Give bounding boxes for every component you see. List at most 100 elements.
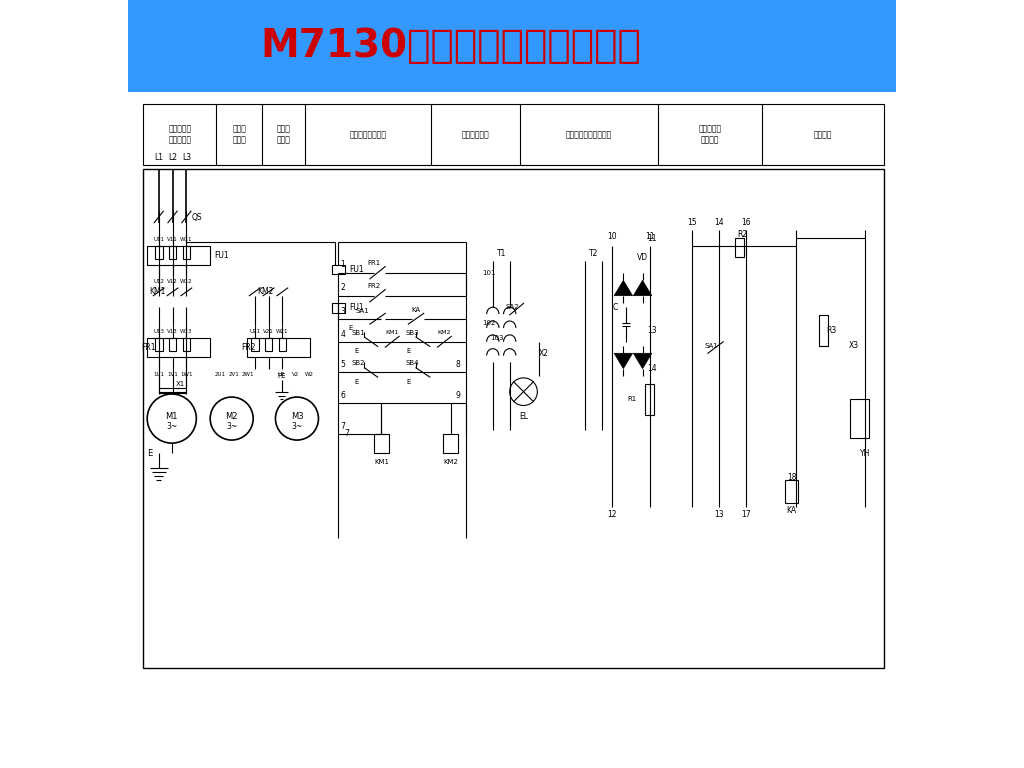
Text: 13: 13 bbox=[715, 510, 724, 519]
Text: M7130平面磨床电气控制原理: M7130平面磨床电气控制原理 bbox=[260, 27, 641, 65]
Bar bbox=[147, 246, 210, 265]
Polygon shape bbox=[633, 280, 652, 296]
Text: 整流变压器和整流电路: 整流变压器和整流电路 bbox=[565, 130, 612, 139]
Text: 3~: 3~ bbox=[292, 422, 302, 431]
Bar bbox=[143, 104, 885, 165]
Text: SB1: SB1 bbox=[351, 329, 366, 336]
Text: U11: U11 bbox=[154, 237, 164, 242]
Text: 7: 7 bbox=[341, 422, 345, 431]
Bar bbox=[251, 338, 258, 351]
Text: X3: X3 bbox=[849, 341, 859, 350]
Text: SA1: SA1 bbox=[355, 308, 369, 314]
Text: 15: 15 bbox=[688, 218, 697, 227]
Text: SA2: SA2 bbox=[505, 304, 519, 310]
FancyBboxPatch shape bbox=[128, 0, 896, 92]
Text: 1: 1 bbox=[341, 260, 345, 270]
Text: M3: M3 bbox=[291, 412, 303, 421]
Bar bbox=[850, 399, 869, 438]
Text: 17: 17 bbox=[741, 510, 751, 519]
Text: U13: U13 bbox=[154, 329, 164, 334]
Text: M2: M2 bbox=[225, 412, 238, 421]
Text: KA: KA bbox=[786, 506, 797, 515]
Bar bbox=[332, 303, 345, 313]
Text: EL: EL bbox=[519, 412, 528, 421]
Text: W13: W13 bbox=[180, 329, 193, 334]
Text: 103: 103 bbox=[489, 335, 504, 341]
Text: 102: 102 bbox=[482, 319, 496, 326]
Text: FU1: FU1 bbox=[349, 303, 364, 313]
Text: W11: W11 bbox=[180, 237, 193, 242]
Bar bbox=[279, 338, 287, 351]
Text: 冷却泵
电动机: 冷却泵 电动机 bbox=[232, 124, 247, 144]
Text: PE: PE bbox=[278, 373, 286, 379]
Text: 10: 10 bbox=[607, 232, 616, 241]
Text: C: C bbox=[612, 303, 618, 312]
Text: VD: VD bbox=[637, 253, 648, 262]
Text: SB4: SB4 bbox=[406, 360, 419, 366]
Text: L3: L3 bbox=[182, 153, 190, 162]
Text: R3: R3 bbox=[826, 326, 837, 335]
Bar bbox=[735, 238, 743, 257]
Text: 2V1: 2V1 bbox=[228, 372, 240, 376]
Text: 欠电压和欠
电流保护: 欠电压和欠 电流保护 bbox=[698, 124, 721, 144]
Text: 101: 101 bbox=[482, 270, 496, 276]
Text: KM1: KM1 bbox=[150, 287, 166, 296]
Text: T1: T1 bbox=[497, 249, 506, 258]
Text: E: E bbox=[146, 449, 153, 458]
Text: 5: 5 bbox=[341, 360, 345, 369]
Text: 8: 8 bbox=[456, 360, 461, 369]
Text: KM1: KM1 bbox=[385, 330, 399, 335]
Text: 变压器及照明: 变压器及照明 bbox=[462, 130, 489, 139]
Text: 3: 3 bbox=[341, 306, 345, 316]
Text: U21: U21 bbox=[249, 329, 260, 334]
Circle shape bbox=[210, 397, 253, 440]
Text: E: E bbox=[407, 379, 411, 385]
Text: 12: 12 bbox=[607, 510, 616, 519]
Bar bbox=[784, 480, 799, 503]
Bar bbox=[159, 388, 186, 393]
Text: M1: M1 bbox=[166, 412, 178, 421]
Text: QS: QS bbox=[191, 213, 203, 222]
Bar bbox=[332, 265, 345, 274]
Text: SB2: SB2 bbox=[351, 360, 366, 366]
Bar bbox=[819, 315, 828, 346]
Bar bbox=[155, 338, 163, 351]
Text: SA1: SA1 bbox=[705, 343, 719, 349]
Text: FU1: FU1 bbox=[214, 251, 228, 260]
Text: 3~: 3~ bbox=[226, 422, 238, 431]
Text: FU1: FU1 bbox=[349, 265, 364, 274]
Text: 2U1: 2U1 bbox=[215, 372, 225, 376]
Text: 3~: 3~ bbox=[166, 422, 177, 431]
Bar bbox=[182, 246, 190, 259]
Text: 电磁吸盘: 电磁吸盘 bbox=[814, 130, 833, 139]
Text: KM2: KM2 bbox=[443, 459, 458, 465]
Text: FR1: FR1 bbox=[141, 343, 156, 353]
Text: E: E bbox=[354, 348, 358, 354]
Text: 7: 7 bbox=[344, 429, 349, 438]
Text: V12: V12 bbox=[167, 279, 178, 283]
Text: 9: 9 bbox=[456, 391, 461, 400]
Text: R2: R2 bbox=[737, 230, 748, 239]
Polygon shape bbox=[633, 353, 652, 369]
Text: FR2: FR2 bbox=[242, 343, 256, 353]
Text: X1: X1 bbox=[176, 381, 185, 387]
Text: 液压泵
电动机: 液压泵 电动机 bbox=[276, 124, 291, 144]
Text: E: E bbox=[407, 348, 411, 354]
Bar bbox=[442, 434, 459, 453]
Text: FR2: FR2 bbox=[368, 283, 380, 290]
Polygon shape bbox=[614, 353, 633, 369]
Text: V13: V13 bbox=[167, 329, 178, 334]
Bar bbox=[247, 338, 310, 357]
Text: V2: V2 bbox=[292, 372, 299, 376]
Text: 1U1: 1U1 bbox=[154, 372, 164, 376]
Text: X2: X2 bbox=[539, 349, 549, 358]
Text: 13: 13 bbox=[647, 326, 656, 335]
Bar bbox=[155, 246, 163, 259]
Text: W2: W2 bbox=[305, 372, 313, 376]
Text: V11: V11 bbox=[167, 237, 178, 242]
Text: R1: R1 bbox=[627, 396, 637, 402]
Text: YH: YH bbox=[860, 449, 870, 458]
Text: W12: W12 bbox=[180, 279, 193, 283]
Text: 14: 14 bbox=[647, 364, 656, 373]
Text: W21: W21 bbox=[276, 329, 289, 334]
